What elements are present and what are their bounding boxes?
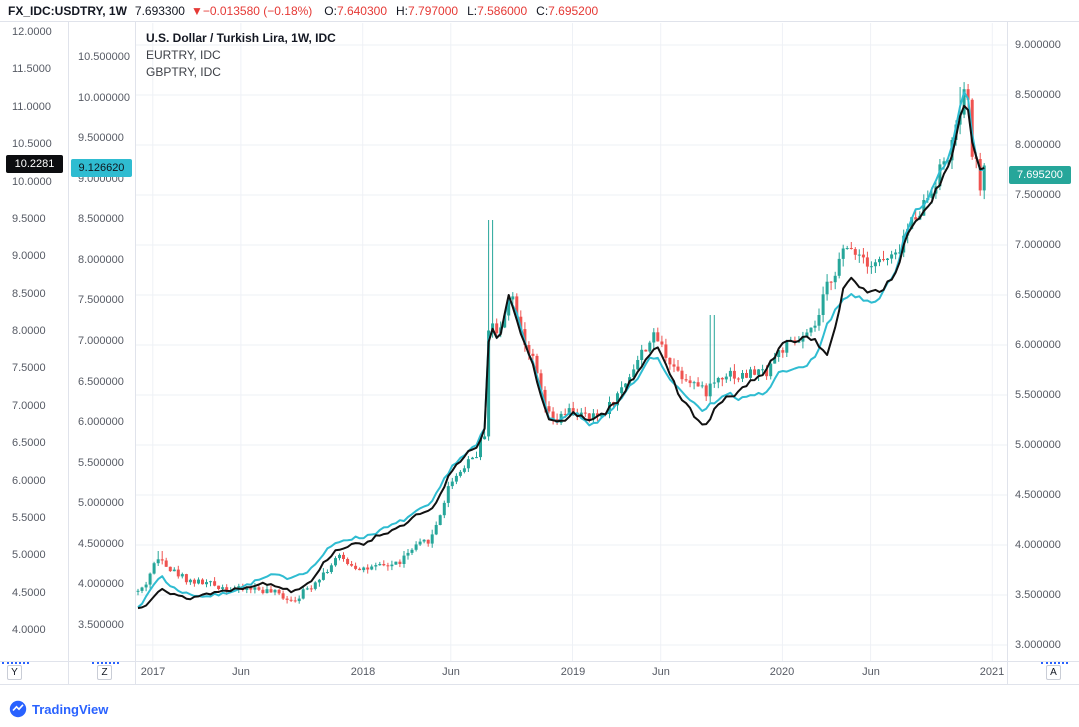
scale-set-a-button[interactable]: A [1046, 665, 1061, 680]
scale-highlight-dash [92, 662, 119, 664]
price-tick-label: 10.000000 [78, 92, 130, 104]
price-tick-label: 8.000000 [1015, 139, 1061, 151]
time-tick-label: 2017 [140, 666, 166, 678]
price-tick-label: 3.500000 [78, 619, 124, 631]
price-tick-label: 6.500000 [1015, 289, 1061, 301]
eurtry-line [137, 91, 985, 608]
symbol-info-bar: FX_IDC:USDTRY, 1W 7.693300 ▼ −0.013580 (… [0, 0, 1079, 22]
price-tick-label: 10.0000 [12, 176, 52, 188]
price-tick-label: 5.500000 [1015, 389, 1061, 401]
pane-borders [0, 22, 1079, 685]
price-tick-label: 5.500000 [78, 457, 124, 469]
tradingview-logo[interactable]: TradingView [9, 700, 108, 718]
change-value: −0.013580 (−0.18%) [202, 3, 313, 18]
tradingview-logo-icon [9, 700, 27, 718]
tag-usdtry: 7.695200 [1009, 166, 1071, 184]
price-tick-label: 4.0000 [12, 624, 46, 636]
price-tick-label: 4.500000 [78, 538, 124, 550]
price-tick-label: 8.000000 [78, 254, 124, 266]
price-tick-label: 3.000000 [1015, 639, 1061, 651]
price-tick-label: 9.5000 [12, 213, 46, 225]
last-price: 7.693300 [134, 3, 185, 18]
price-tick-label: 3.500000 [1015, 589, 1061, 601]
price-tick-label: 6.000000 [1015, 339, 1061, 351]
price-tick-label: 7.500000 [1015, 189, 1061, 201]
grid [136, 23, 1007, 661]
price-tick-label: 4.000000 [1015, 539, 1061, 551]
price-tick-label: 5.000000 [78, 497, 124, 509]
scale-set-z-button[interactable]: Z [97, 665, 112, 680]
footer: TradingView [0, 684, 1079, 727]
time-tick-label: 2020 [769, 666, 795, 678]
low-readout: L:7.586000 [467, 3, 528, 18]
close-readout: C:7.695200 [536, 3, 599, 18]
price-tick-label: 11.0000 [12, 101, 51, 113]
price-tick-label: 8.500000 [1015, 89, 1061, 101]
price-tick-label: 10.5000 [12, 138, 52, 150]
tradingview-brand-text: TradingView [32, 701, 109, 717]
price-tick-label: 4.500000 [1015, 489, 1061, 501]
high-readout: H:7.797000 [396, 3, 459, 18]
symbol-title[interactable]: FX_IDC:USDTRY, 1W [8, 3, 127, 18]
legend-compare-gbptry[interactable]: GBPTRY, IDC [146, 65, 221, 79]
price-tick-label: 9.0000 [12, 250, 46, 262]
price-tick-label: 11.5000 [12, 63, 51, 75]
left-outer-price-scale[interactable]: 12.0000 11.5000 11.0000 10.5000 10.0000 9.500… [0, 22, 68, 662]
scale-highlight-dash [2, 662, 29, 664]
price-tick-label: 5.5000 [12, 512, 46, 524]
price-tick-label: 4.5000 [12, 587, 46, 599]
price-tick-label: 7.000000 [78, 335, 124, 347]
tag-gbptry: 10.2281 [6, 155, 63, 173]
tag-eurtry: 9.126620 [71, 159, 132, 177]
price-tick-label: 7.0000 [12, 400, 46, 412]
price-tick-label: 10.500000 [78, 51, 130, 63]
price-tick-label: 6.500000 [78, 376, 124, 388]
time-tick-label: Jun [652, 666, 670, 678]
price-tick-label: 9.000000 [1015, 39, 1061, 51]
scale-highlight-dash [1041, 662, 1068, 664]
price-tick-label: 8.0000 [12, 325, 46, 337]
price-tick-label: 12.0000 [12, 26, 52, 38]
right-price-scale[interactable]: 9.000000 8.500000 8.000000 7.500000 7.000000… [1008, 22, 1079, 662]
time-tick-label: 2019 [560, 666, 586, 678]
price-tick-label: 5.000000 [1015, 439, 1061, 451]
time-tick-label: 2018 [350, 666, 376, 678]
scale-set-y-button[interactable]: Y [7, 665, 22, 680]
usdtry-candles [136, 82, 986, 604]
price-tick-label: 8.5000 [12, 288, 46, 300]
time-tick-label: Jun [232, 666, 250, 678]
gbptry-line [137, 104, 985, 610]
time-tick-label: Jun [442, 666, 460, 678]
price-tick-label: 6.0000 [12, 475, 46, 487]
price-tick-label: 9.500000 [78, 132, 124, 144]
change-direction-icon: ▼ [190, 3, 203, 18]
price-tick-label: 7.5000 [12, 362, 46, 374]
price-tick-label: 6.000000 [78, 416, 124, 428]
time-tick-label: Jun [862, 666, 880, 678]
legend: U.S. Dollar / Turkish Lira, 1W, IDC EURT… [146, 30, 336, 81]
price-tick-label: 4.000000 [78, 578, 124, 590]
time-tick-label: 2021 [979, 666, 1005, 678]
time-scale[interactable]: Y Z 2017 Jun 2018 Jun 2019 Jun 2020 Jun 2021 A [0, 662, 1079, 684]
price-tick-label: 6.5000 [12, 437, 46, 449]
price-tick-label: 7.000000 [1015, 239, 1061, 251]
legend-main-series[interactable]: U.S. Dollar / Turkish Lira, 1W, IDC [146, 31, 336, 45]
left-inner-price-scale[interactable]: 10.500000 10.000000 9.500000 9.000000 8.5000… [68, 22, 135, 662]
legend-compare-eurtry[interactable]: EURTRY, IDC [146, 48, 221, 62]
price-tick-label: 8.500000 [78, 213, 124, 225]
price-tick-label: 7.500000 [78, 294, 124, 306]
open-readout: O:7.640300 [324, 3, 388, 18]
price-tick-label: 5.0000 [12, 549, 46, 561]
